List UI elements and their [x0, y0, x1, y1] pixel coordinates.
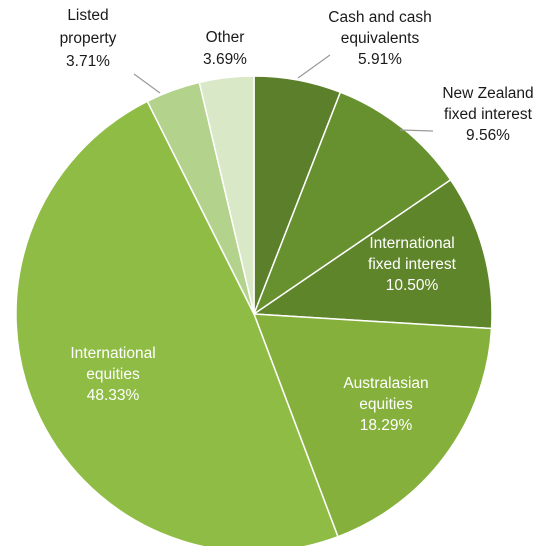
slice-category-label: fixed interest [368, 256, 457, 273]
slice-category-label: Other [206, 29, 245, 46]
slice-category-label: International [369, 235, 454, 252]
leader-lines [133, 54, 434, 132]
slice-value-label: 10.50% [386, 277, 439, 294]
slice-value-label: 48.33% [87, 387, 140, 404]
pie-slice [251, 178, 493, 330]
slice-category-label: property [60, 30, 117, 47]
slice-labels: Cash and cash equivalents 5.91% New Zealand… [60, 7, 534, 434]
pie-slice [15, 100, 339, 546]
slice-value-label: 5.91% [358, 51, 402, 68]
pie-slice [198, 75, 255, 315]
pie-slice [252, 91, 452, 316]
slice-category-label: equivalents [341, 30, 420, 47]
slice-category-label: equities [359, 396, 413, 413]
slice-category-label: New Zealand [442, 85, 533, 102]
slice-category-label: Cash and cash [328, 9, 431, 26]
slice-category-label: Australasian [343, 375, 428, 392]
slice-value-label: 18.29% [360, 417, 413, 434]
leader-line [133, 73, 161, 94]
pie-slices [15, 75, 493, 546]
slice-category-label: equities [86, 366, 140, 383]
slice-value-label: 3.71% [66, 53, 110, 70]
slice-category-label: fixed interest [444, 106, 533, 123]
slice-value-label: 3.69% [203, 51, 247, 68]
slice-category-label: International [70, 345, 155, 362]
leader-line [297, 54, 331, 79]
slice-value-label: 9.56% [466, 127, 510, 144]
slice-category-label: Listed [67, 7, 108, 24]
leader-line [399, 129, 434, 132]
pie-slice [252, 313, 493, 538]
